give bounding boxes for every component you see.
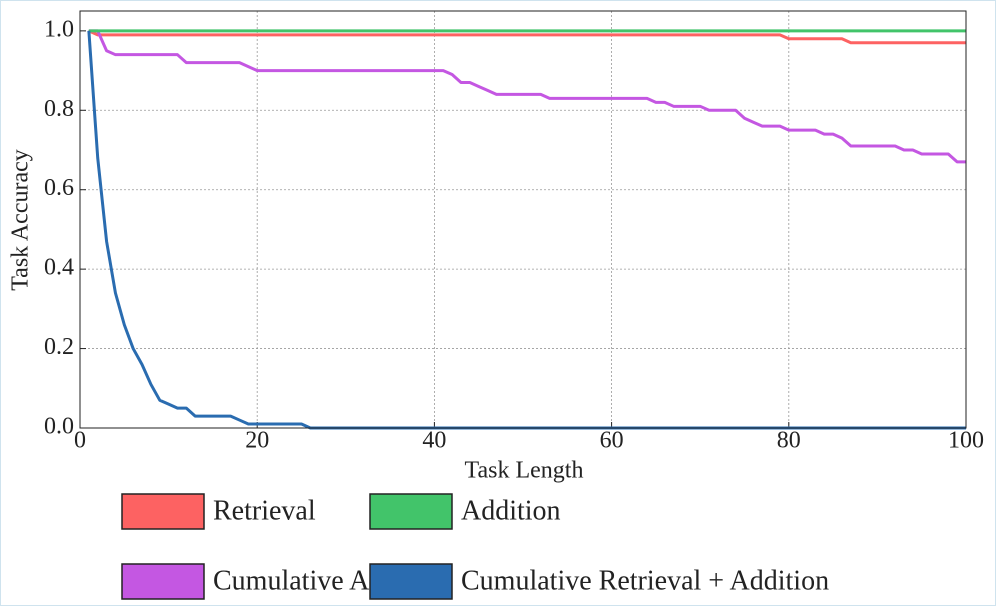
y-tick-label: 0.4	[44, 255, 74, 281]
x-tick-label: 20	[245, 428, 269, 454]
legend-label: Retrieval	[213, 495, 316, 526]
y-tick-label: 0.8	[44, 96, 74, 122]
x-tick-label: 80	[777, 428, 801, 454]
legend-swatch	[369, 493, 453, 530]
plot-border	[79, 10, 967, 429]
x-tick-label: 60	[600, 428, 624, 454]
legend-swatch	[369, 563, 453, 600]
x-tick-label: 0	[74, 428, 86, 454]
y-axis-label: Task Accuracy	[8, 149, 34, 291]
y-tick-label: 1.0	[44, 16, 74, 42]
line	[88, 29, 966, 45]
y-tick-label: 0.6	[44, 175, 74, 201]
legend-label: Addition	[461, 495, 561, 526]
line	[88, 29, 966, 164]
legend-swatch	[121, 563, 205, 600]
y-tick-label: 0.0	[44, 414, 74, 440]
y-tick-label: 0.2	[44, 334, 74, 360]
legend-label: Cumulative Retrieval + Addition	[461, 565, 829, 596]
x-tick-label: 100	[948, 428, 984, 454]
x-tick-label: 40	[422, 428, 446, 454]
legend-swatch	[121, 493, 205, 530]
x-axis-label: Task Length	[465, 458, 584, 484]
